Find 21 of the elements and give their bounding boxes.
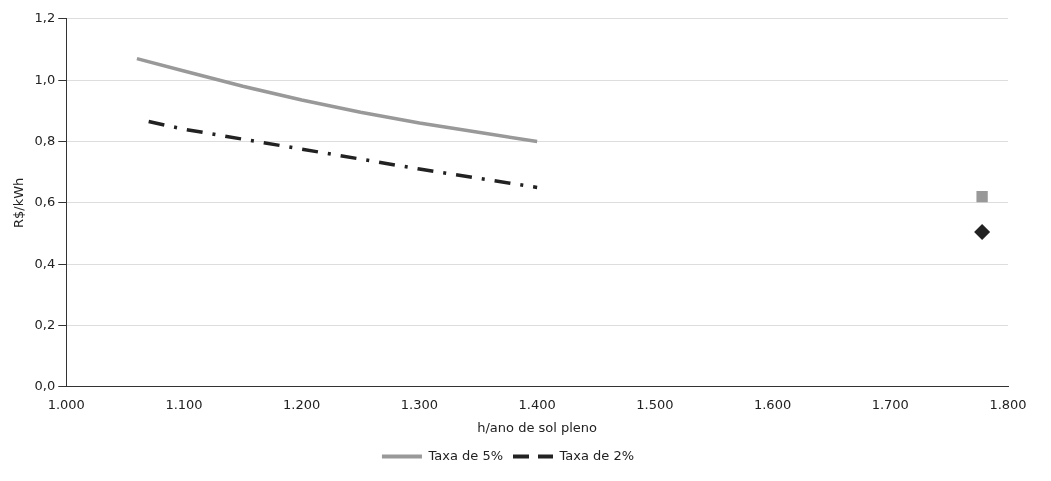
y-tick-label: 0,0 (34, 378, 56, 394)
y-tick-label: 0,6 (34, 194, 56, 210)
x-tick-label: 1.100 (165, 396, 203, 412)
y-tick-label: 1,0 (34, 71, 56, 87)
x-tick-label: 1.700 (871, 396, 909, 412)
legend-label: Taxa de 2% (558, 447, 635, 463)
x-tick-label: 1.200 (283, 396, 321, 412)
x-tick-label: 1.600 (753, 396, 792, 412)
x-tick-label: 1.300 (400, 396, 439, 412)
y-tick-label: 0,8 (34, 132, 56, 148)
x-tick-label: 1.800 (989, 396, 1027, 412)
y-axis-title: R$/kWh (11, 177, 27, 228)
legend-label: Taxa de 5% (427, 447, 504, 463)
x-tick-label: 1.000 (47, 396, 85, 412)
y-tick-label: 0,2 (34, 316, 56, 332)
y-tick-label: 0,4 (34, 255, 56, 271)
line-series (146, 119, 539, 190)
x-tick-label: 1.500 (636, 396, 674, 412)
x-tick-label: 1.400 (518, 396, 556, 412)
x-axis-title: h/ano de sol pleno (477, 419, 598, 435)
y-tick-label: 1,2 (34, 10, 56, 26)
